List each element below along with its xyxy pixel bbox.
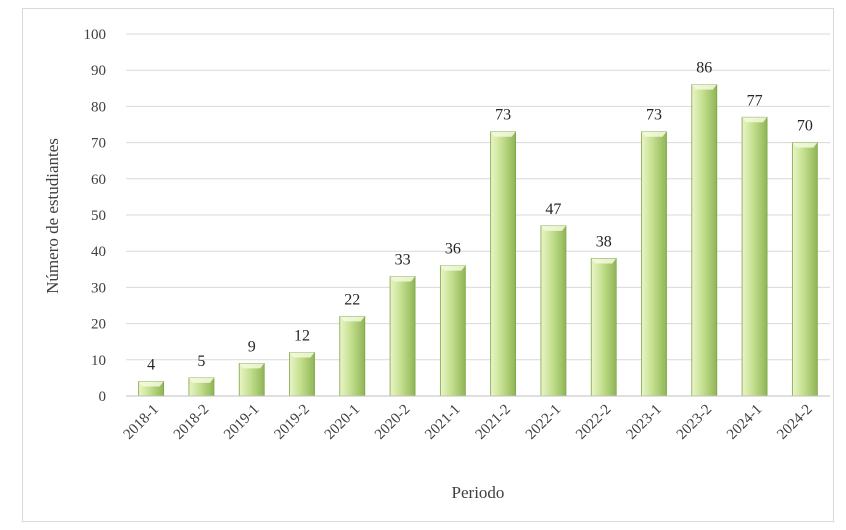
- bar: [439, 265, 466, 397]
- x-axis-title: Periodo: [452, 483, 505, 502]
- x-tick-label: 2024-2: [774, 402, 815, 443]
- bar-value-label: 73: [646, 107, 662, 124]
- bar: [339, 315, 366, 397]
- bar: [791, 142, 818, 397]
- bar: [540, 225, 567, 397]
- y-tick-label: 80: [91, 99, 106, 115]
- x-tick-label: 2021-1: [422, 402, 463, 443]
- bar-value-label: 4: [147, 357, 155, 374]
- data-labels: 4 5 9 12 22 33 36 73 47 38 73 86 77 70: [147, 60, 813, 374]
- x-tick-label: 2018-2: [171, 402, 212, 443]
- bar-value-label: 12: [294, 328, 310, 345]
- bar-value-label: 33: [395, 252, 411, 269]
- y-tick-label: 90: [91, 63, 106, 79]
- bars: [138, 84, 818, 397]
- bar: [691, 84, 718, 397]
- x-tick-label: 2023-2: [674, 402, 715, 443]
- x-tick-label: 2018-1: [121, 402, 162, 443]
- bar: [138, 381, 165, 397]
- bar-value-label: 77: [747, 92, 763, 109]
- y-axis-title: Número de estudiantes: [43, 138, 62, 294]
- bar: [238, 363, 265, 397]
- y-axis-ticks: 0 10 20 30 40 50 60 70 80 90 100: [84, 27, 107, 405]
- x-tick-label: 2022-2: [573, 402, 614, 443]
- bar: [188, 377, 215, 397]
- y-tick-label: 30: [91, 280, 106, 296]
- x-tick-label: 2020-1: [322, 402, 363, 443]
- y-tick-label: 100: [84, 27, 107, 43]
- y-tick-label: 50: [91, 208, 106, 224]
- bar-value-label: 86: [696, 60, 712, 77]
- bar: [389, 276, 416, 397]
- bar-value-label: 9: [248, 338, 256, 355]
- bar-value-label: 22: [344, 291, 360, 308]
- bar-value-label: 36: [445, 241, 461, 258]
- bar: [741, 116, 768, 397]
- x-tick-label: 2019-1: [221, 402, 262, 443]
- x-tick-label: 2019-2: [271, 402, 312, 443]
- x-tick-label: 2020-2: [372, 402, 413, 443]
- y-tick-label: 0: [99, 389, 107, 405]
- x-axis-ticks: 2018-1 2018-2 2019-1 2019-2 2020-1 2020-2 2021…: [121, 402, 816, 443]
- y-tick-label: 20: [91, 317, 106, 333]
- bar: [590, 258, 617, 397]
- bar-value-label: 70: [797, 118, 813, 135]
- bar-value-label: 5: [197, 353, 205, 370]
- x-tick-label: 2024-1: [724, 402, 765, 443]
- bar: [289, 352, 315, 397]
- x-tick-label: 2021-2: [473, 402, 514, 443]
- bar-value-label: 38: [596, 233, 612, 250]
- bar-value-label: 47: [545, 201, 561, 218]
- y-tick-label: 40: [91, 244, 106, 260]
- y-tick-label: 10: [91, 353, 106, 369]
- x-tick-label: 2023-1: [623, 402, 664, 443]
- bar: [490, 131, 517, 397]
- x-tick-label: 2022-1: [523, 402, 564, 443]
- gridlines: [126, 33, 830, 397]
- y-tick-label: 70: [91, 136, 106, 152]
- bar: [641, 131, 667, 397]
- y-tick-label: 60: [91, 172, 106, 188]
- bar-value-label: 73: [495, 107, 511, 124]
